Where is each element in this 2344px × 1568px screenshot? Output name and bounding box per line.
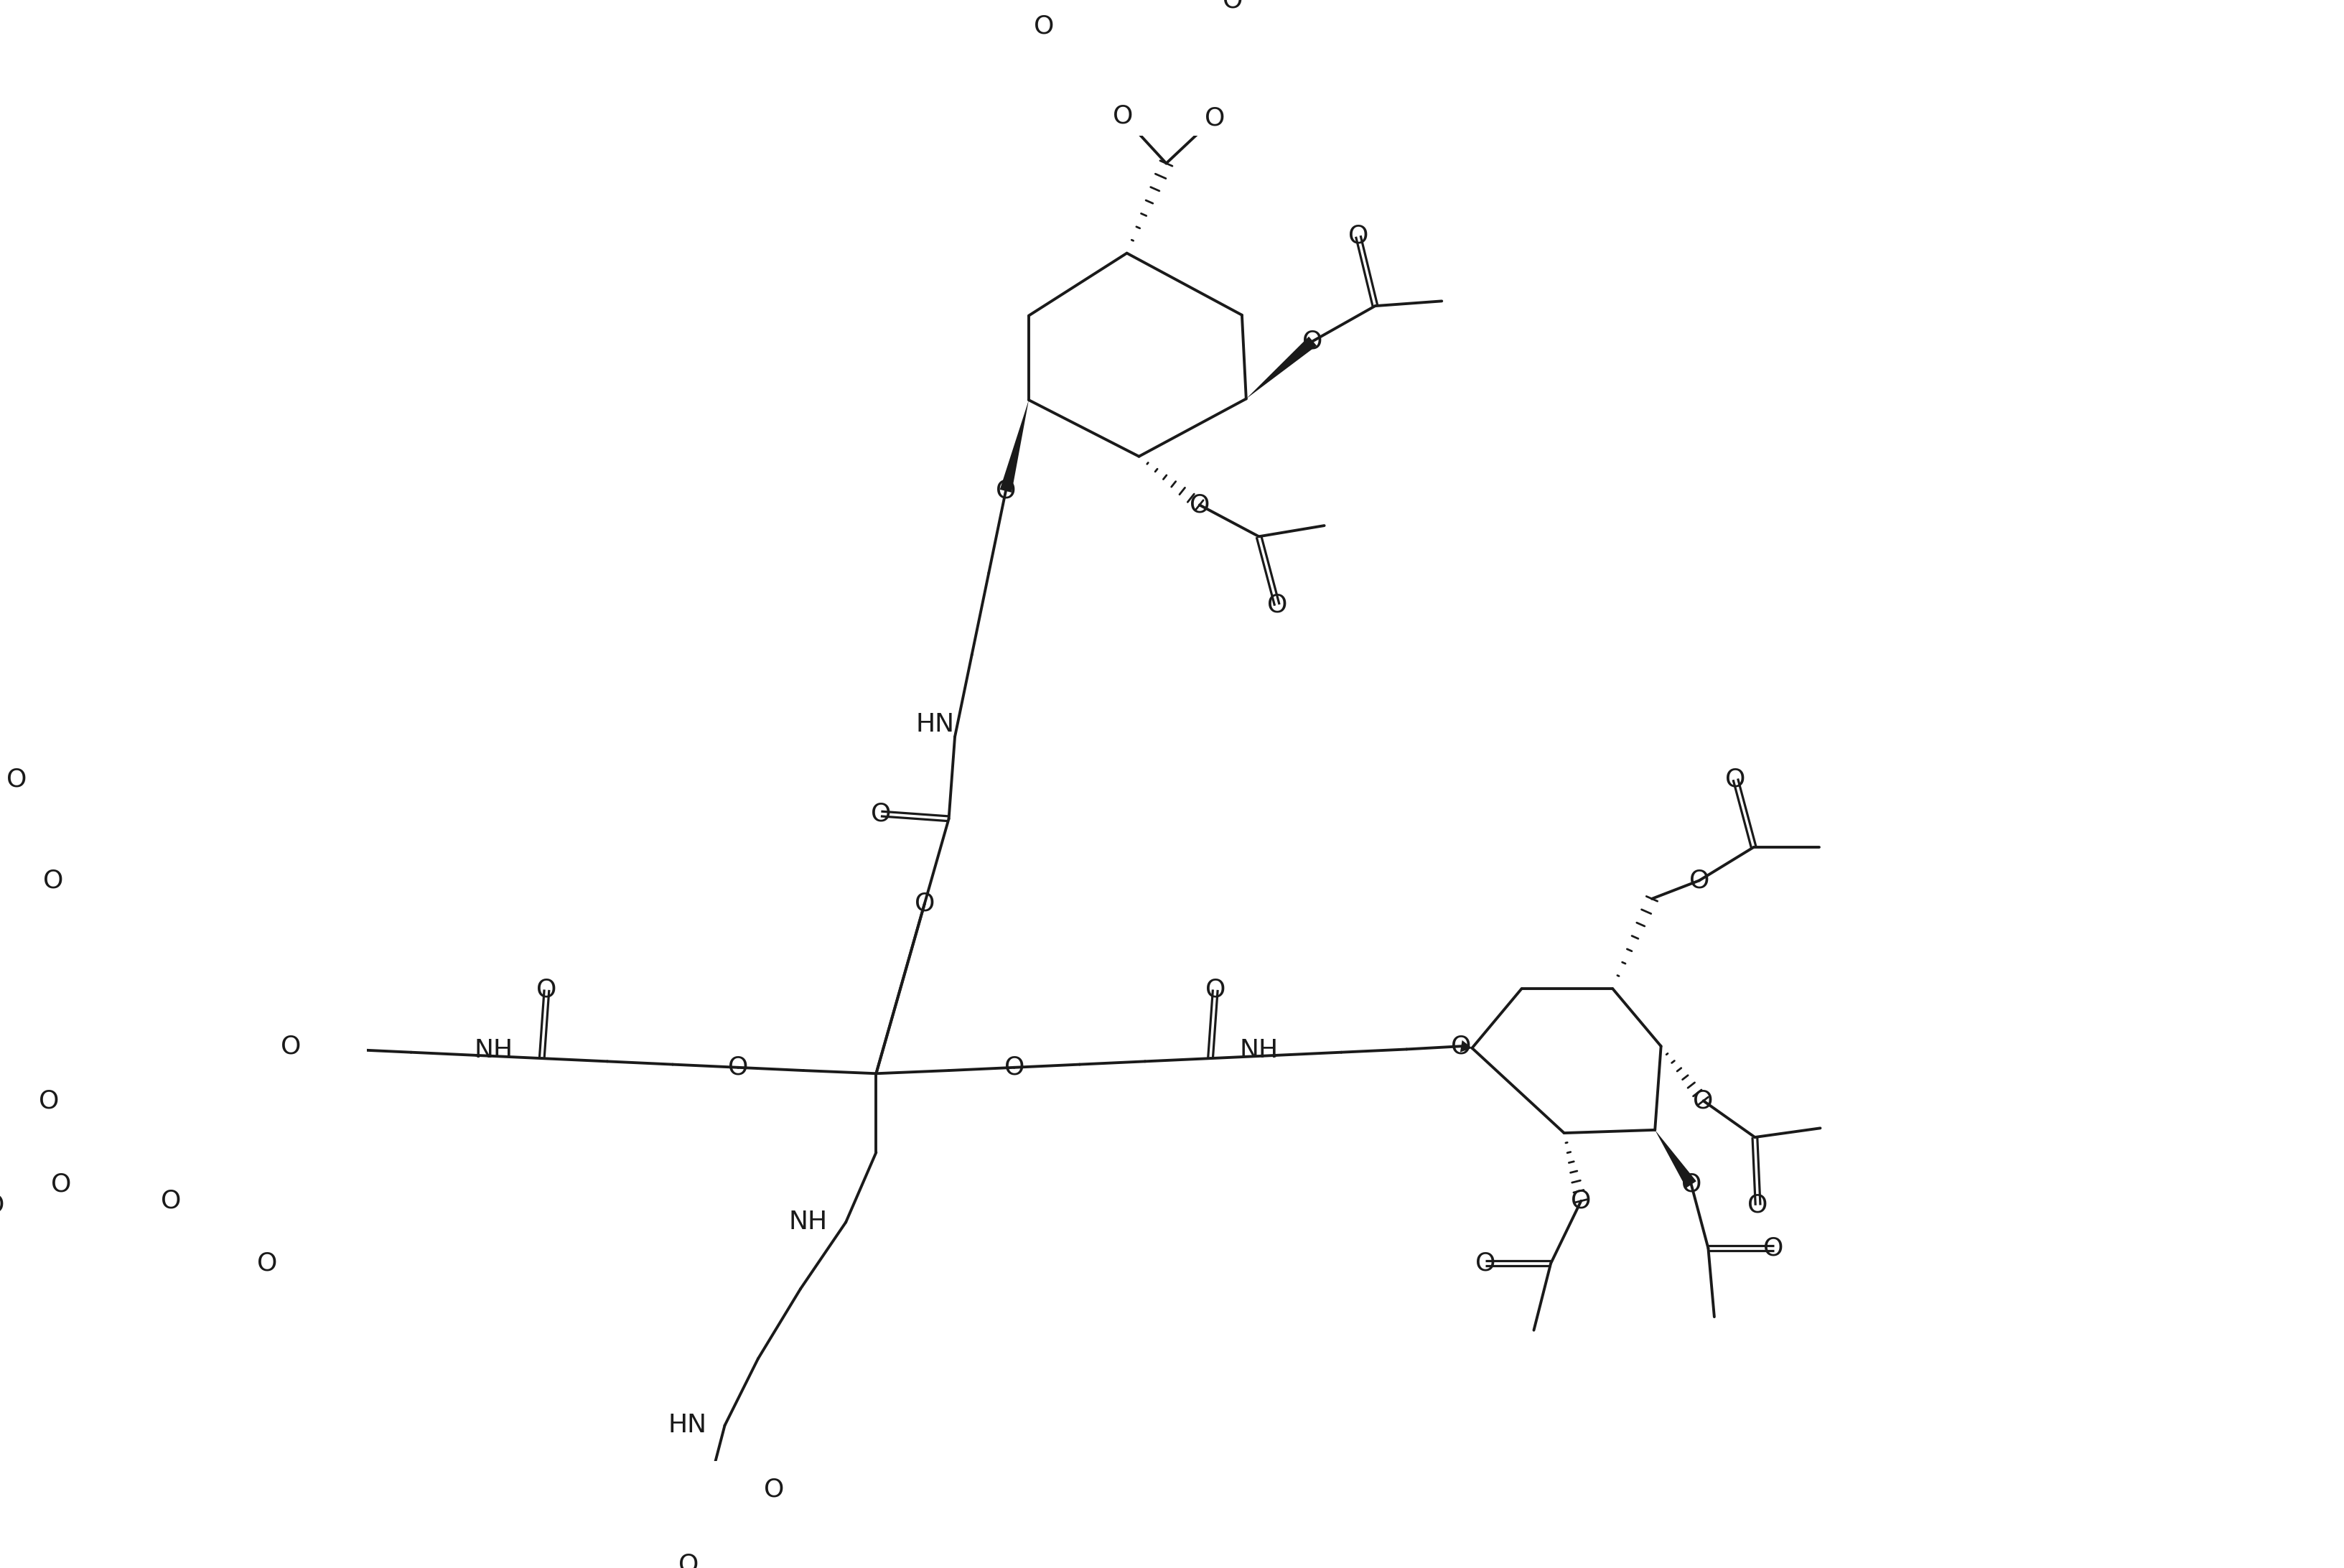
Text: O: O	[1188, 492, 1210, 517]
Text: NH: NH	[1240, 1038, 1277, 1063]
Text: O: O	[1474, 1251, 1495, 1276]
Text: O: O	[281, 1033, 302, 1058]
Text: O: O	[914, 892, 935, 916]
Text: O: O	[1692, 1088, 1713, 1113]
Text: O: O	[537, 977, 558, 1002]
Text: O: O	[40, 1088, 59, 1113]
Text: O: O	[1205, 105, 1224, 130]
Text: O: O	[42, 869, 63, 892]
Text: O: O	[1003, 1055, 1024, 1080]
Text: O: O	[996, 478, 1015, 503]
Text: O: O	[1688, 869, 1709, 892]
Text: O: O	[1725, 767, 1746, 792]
Polygon shape	[1655, 1131, 1695, 1189]
Text: HN: HN	[668, 1413, 706, 1438]
Polygon shape	[999, 400, 1029, 492]
Polygon shape	[281, 1040, 293, 1052]
Text: O: O	[677, 1552, 699, 1568]
Text: HN: HN	[917, 712, 954, 737]
Polygon shape	[56, 1131, 98, 1189]
Text: O: O	[1205, 977, 1226, 1002]
Text: O: O	[727, 1055, 748, 1080]
Text: O: O	[1746, 1193, 1767, 1217]
Text: O: O	[1451, 1033, 1472, 1058]
Text: NH: NH	[788, 1210, 827, 1234]
Text: NH: NH	[473, 1038, 513, 1063]
Text: O: O	[1111, 103, 1132, 129]
Text: O: O	[764, 1477, 785, 1502]
Text: O: O	[162, 1189, 180, 1214]
Text: O: O	[1266, 593, 1287, 618]
Text: O: O	[870, 801, 891, 826]
Text: O: O	[1348, 224, 1369, 248]
Text: O: O	[1763, 1236, 1784, 1261]
Text: O: O	[7, 767, 28, 792]
Text: O: O	[1303, 329, 1322, 353]
Text: O: O	[1681, 1173, 1702, 1196]
Polygon shape	[1460, 1040, 1472, 1052]
Text: O: O	[1221, 0, 1242, 13]
Polygon shape	[1245, 337, 1317, 398]
Text: O: O	[1570, 1189, 1592, 1214]
Text: O: O	[255, 1251, 277, 1276]
Text: O: O	[52, 1173, 70, 1196]
Text: O: O	[1034, 14, 1055, 38]
Text: O: O	[0, 1193, 5, 1217]
